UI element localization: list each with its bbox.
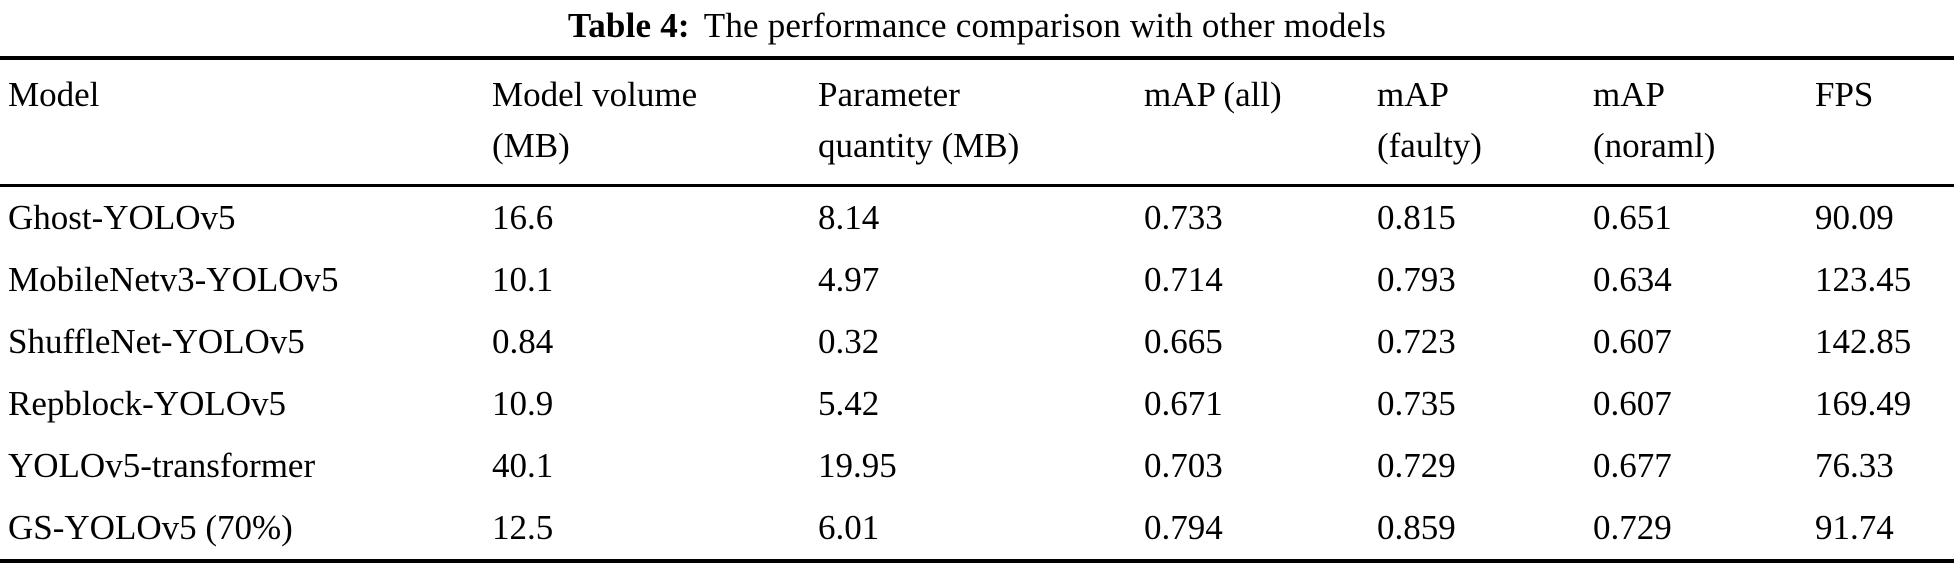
- table-caption: Table 4: The performance comparison with …: [0, 0, 1954, 56]
- table-cell: 0.723: [1377, 321, 1456, 361]
- table-cell: 0.607: [1593, 321, 1672, 361]
- table-row: GS-YOLOv5 (70%) 12.5 6.01 0.794 0.859 0.…: [0, 497, 1954, 561]
- column-header-model-volume: Model volume (MB): [492, 75, 698, 165]
- table-cell: 0.733: [1144, 197, 1223, 237]
- table-cell: 12.5: [492, 507, 554, 547]
- table-cell: Repblock-YOLOv5: [8, 383, 287, 423]
- table-cell: 6.01: [818, 507, 880, 547]
- table-cell: 16.6: [492, 197, 554, 237]
- column-header-map-faulty: mAP (faulty): [1377, 75, 1482, 165]
- table-cell: 142.85: [1815, 321, 1912, 361]
- table-cell: ShuffleNet-YOLOv5: [8, 321, 305, 361]
- table-cell: 8.14: [818, 197, 880, 237]
- table-cell: 19.95: [818, 445, 897, 485]
- table-row: Ghost-YOLOv5 16.6 8.14 0.733 0.815 0.651…: [0, 185, 1954, 249]
- table-cell: 91.74: [1815, 507, 1894, 547]
- table-cell: MobileNetv3-YOLOv5: [8, 259, 339, 299]
- table-cell: 0.714: [1144, 259, 1223, 299]
- table-cell: 0.607: [1593, 383, 1672, 423]
- table-cell: 4.97: [818, 259, 880, 299]
- table-cell: 0.729: [1593, 507, 1672, 547]
- column-header-parameter-quantity: Parameter quantity (MB): [818, 75, 1020, 165]
- performance-comparison-table: Model Model volume (MB) Parameter quanti…: [0, 56, 1954, 563]
- table-caption-text: The performance comparison with other mo…: [703, 6, 1387, 45]
- table-row: YOLOv5-transformer 40.1 19.95 0.703 0.72…: [0, 435, 1954, 497]
- table-cell: 0.735: [1377, 383, 1456, 423]
- table-row: MobileNetv3-YOLOv5 10.1 4.97 0.714 0.793…: [0, 249, 1954, 311]
- table-cell: 0.815: [1377, 197, 1456, 237]
- column-header-fps: FPS: [1815, 75, 1874, 114]
- table-cell: 0.634: [1593, 259, 1672, 299]
- table-row: ShuffleNet-YOLOv5 0.84 0.32 0.665 0.723 …: [0, 311, 1954, 373]
- table-cell: 10.1: [492, 259, 554, 299]
- table-cell: 0.671: [1144, 383, 1223, 423]
- table-cell: 0.703: [1144, 445, 1223, 485]
- table-cell: 76.33: [1815, 445, 1894, 485]
- table-caption-label: Table 4:: [567, 6, 690, 45]
- table-cell: 0.665: [1144, 321, 1223, 361]
- table-cell: 0.794: [1144, 507, 1223, 547]
- table-cell: 0.793: [1377, 259, 1456, 299]
- table-cell: GS-YOLOv5 (70%): [8, 507, 293, 547]
- table-cell: 90.09: [1815, 197, 1894, 237]
- column-header-model: Model: [8, 75, 100, 114]
- table-cell: YOLOv5-transformer: [8, 445, 316, 485]
- column-header-map-all: mAP (all): [1144, 75, 1282, 114]
- table-cell: 10.9: [492, 383, 554, 423]
- table-cell: 40.1: [492, 445, 554, 485]
- table-cell: Ghost-YOLOv5: [8, 197, 236, 237]
- table-row: Repblock-YOLOv5 10.9 5.42 0.671 0.735 0.…: [0, 373, 1954, 435]
- column-header-map-normal: mAP (noraml): [1593, 75, 1716, 165]
- table-cell: 0.32: [818, 321, 880, 361]
- table-cell: 0.859: [1377, 507, 1456, 547]
- table-cell: 0.677: [1593, 445, 1672, 485]
- table-cell: 0.84: [492, 321, 554, 361]
- table-cell: 0.651: [1593, 197, 1672, 237]
- table-cell: 0.729: [1377, 445, 1456, 485]
- table-cell: 123.45: [1815, 259, 1912, 299]
- header-row: Model Model volume (MB) Parameter quanti…: [0, 58, 1954, 185]
- table-cell: 169.49: [1815, 383, 1912, 423]
- table-cell: 5.42: [818, 383, 880, 423]
